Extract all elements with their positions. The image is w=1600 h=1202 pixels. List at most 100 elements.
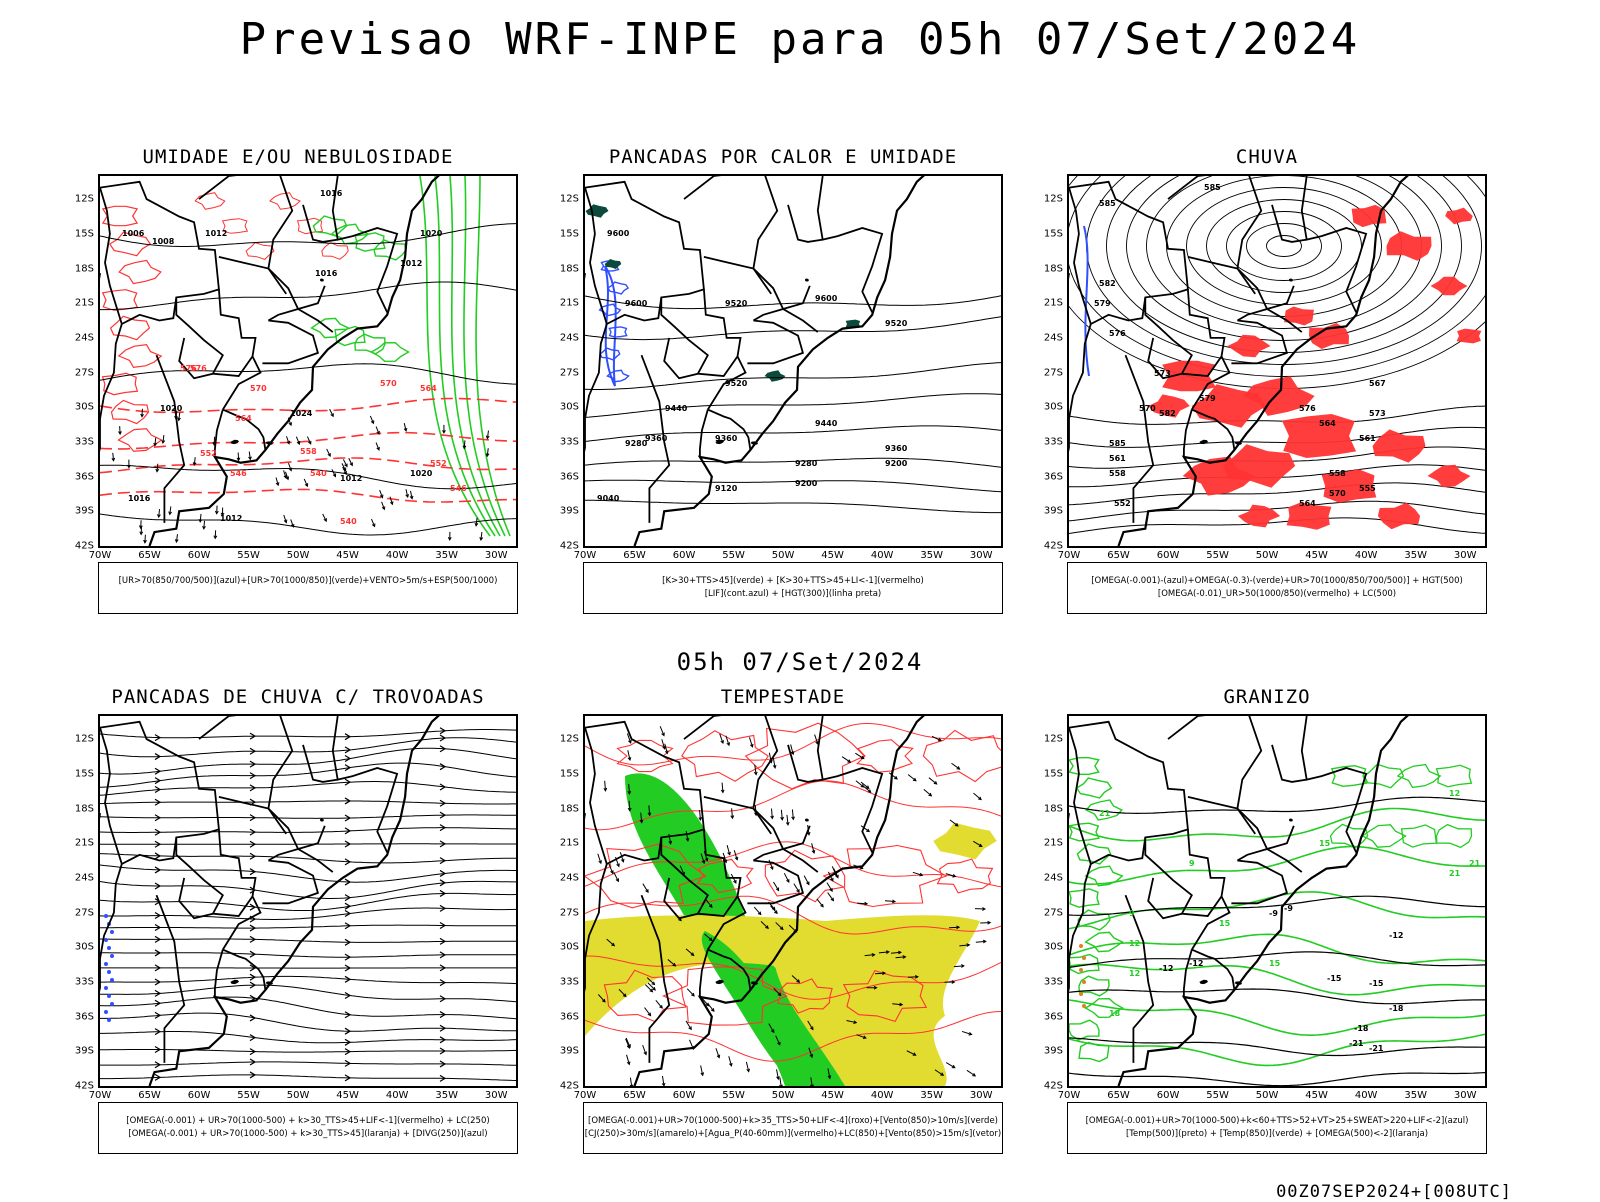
wind-arrow [656,1000,662,1008]
contour-label: -12 [1159,964,1173,973]
contour-label: 570 [380,379,397,388]
contour-label: -21 [1369,1044,1384,1053]
contour-label: 558 [300,447,317,456]
wind-arrow [842,757,850,763]
contour-label: 540 [340,517,357,526]
contour-label: 573 [1369,409,1386,418]
lon-tick-label: 65W [623,550,646,561]
contour-label: 570 [250,384,267,393]
streamline [100,1075,516,1081]
lon-tick-label: 55W [1206,1090,1229,1101]
lat-tick-label: 39S [75,1046,94,1057]
lon-tick-label: 40W [871,550,894,561]
hgt300-contour [585,500,1001,512]
omega-point [1082,980,1086,984]
omega-point [1079,968,1083,972]
green-humidity-contour [312,318,349,337]
lon-tick-label: 35W [920,1090,943,1101]
lon-tick-label: 40W [871,1090,894,1101]
wind-arrow [856,781,864,787]
hgt300-contour [585,480,1001,492]
lake [320,279,324,282]
contour-label: 1016 [128,494,151,503]
temp850-contour [1077,778,1112,798]
streamline [100,815,516,819]
legend-line-2: [OMEGA(-0.01)_UR>50(1000/850)(vermelho) … [1068,588,1486,601]
streamline [100,844,516,845]
legend-box: [OMEGA(-0.001)-(azul)+OMEGA(-0.3)-(verde… [1067,562,1487,614]
contour-label: 9360 [885,444,908,453]
divergence-point [110,930,114,934]
lon-tick-label: 45W [336,550,359,561]
precipitation-area [1457,329,1482,344]
legend-line-1: [OMEGA(-0.001)+UR>70(1000-500)+k<60+TTS>… [1068,1115,1486,1128]
green-humidity-contour [355,233,385,251]
contour-label: -15 [1327,974,1342,983]
hgt500-contour [1227,212,1342,281]
map-pancadas-trovoadas[interactable] [98,714,518,1088]
contour-label: 570 [1139,404,1156,413]
divergence-point [104,1010,108,1014]
map-tempestade[interactable] [583,714,1003,1088]
lat-tick-label: 12S [75,734,94,745]
political-border [262,321,318,364]
legend-line-2: [LIF](cont.azul) + [HGT(300)](linha pret… [584,588,1002,601]
lon-tick-label: 35W [435,550,458,561]
hgt500-contour [1107,176,1462,353]
lake [715,980,724,984]
lake [230,440,239,444]
lat-tick-label: 39S [1044,506,1063,517]
lat-tick-label: 15S [560,768,579,779]
wind-arrow [951,763,959,769]
contour-label: 21 [1449,869,1461,878]
contour-label: 570 [1329,489,1346,498]
contour-label: 9600 [607,229,630,238]
political-border [747,321,803,364]
contour-label: 573 [1154,369,1171,378]
political-border [262,861,318,904]
contour-label: 12 [1129,939,1140,948]
lon-tick-label: 55W [722,1090,745,1101]
political-border [1184,950,1192,997]
legend-line-2: [OMEGA(-0.001) + UR>70(1000-500) + k>30_… [99,1128,517,1141]
wind-arrow [687,989,694,996]
instability-fields [585,204,1001,512]
lake [1289,279,1293,282]
lon-tick-label: 65W [138,550,161,561]
lat-tick-label: 18S [1044,263,1063,274]
panel-title: GRANIZO [1047,686,1487,708]
temp850-contour [1363,825,1406,847]
precipitation-area [1228,335,1271,357]
lat-tick-label: 27S [560,907,579,918]
temp500-contour [1069,1073,1485,1086]
political-border [1126,895,1154,1063]
lat-tick-label: 30S [1044,402,1063,413]
contour-label: 564 [1299,499,1316,508]
lon-tick-label: 35W [435,1090,458,1101]
lon-tick-label: 70W [89,550,112,561]
red-humidity-contour [322,243,348,260]
lon-tick-label: 65W [623,1090,646,1101]
contour-label: -21 [1349,1039,1364,1048]
lat-tick-label: 18S [75,803,94,814]
contour-label: 1006 [122,229,145,238]
contour-label: 1012 [205,229,227,238]
political-border [199,176,333,332]
lif-contour [609,327,626,337]
lon-tick-label: 45W [821,550,844,561]
lat-tick-label: 36S [75,1011,94,1022]
lon-tick-label: 30W [485,550,508,561]
run-label: 00Z07SEP2024+[008UTC] [1276,1182,1512,1202]
wind-arrow [828,893,834,901]
contour-label: 1012 [340,474,362,483]
lon-tick-label: 45W [821,1090,844,1101]
lif-contour [608,282,628,294]
lon-tick-label: 30W [1454,1090,1477,1101]
contour-label: 1020 [420,229,443,238]
